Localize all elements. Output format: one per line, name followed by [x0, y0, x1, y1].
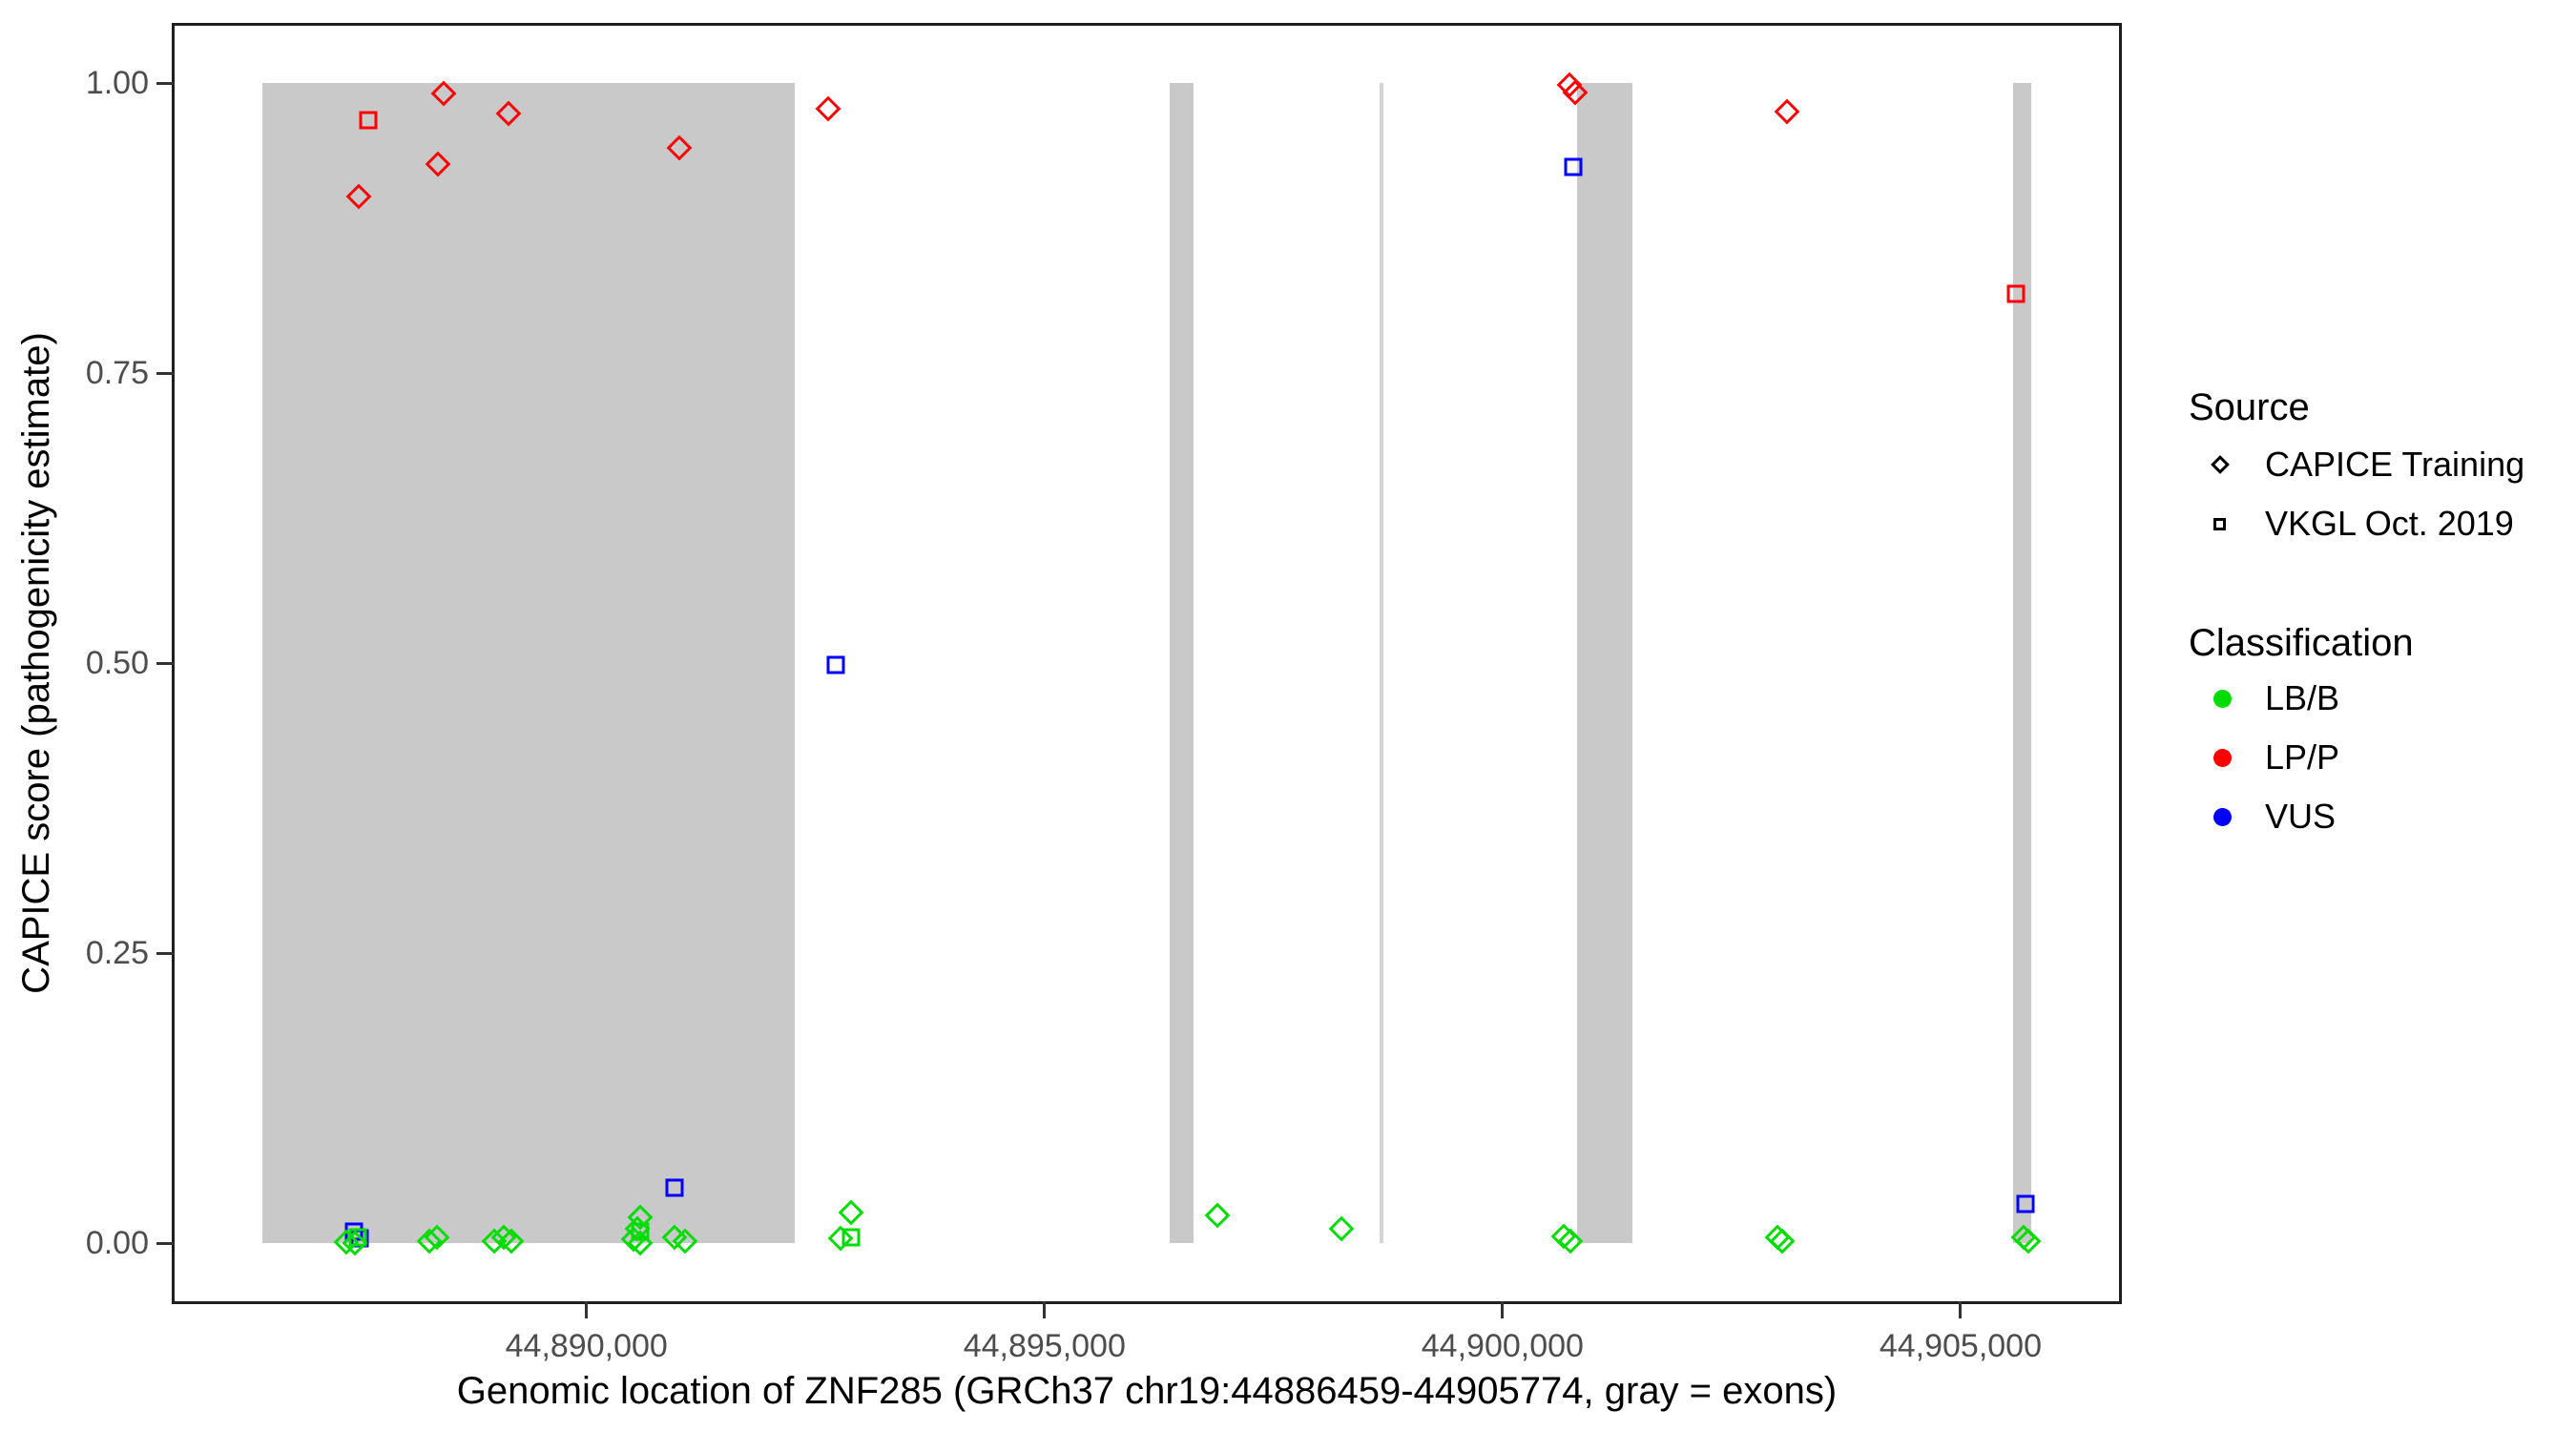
legend-label: LB/B: [2265, 678, 2340, 717]
legend-label: VUS: [2265, 797, 2337, 836]
legend-item-lpp: LP/P: [2189, 733, 2339, 782]
exon-region: [1170, 83, 1195, 1243]
data-point-square-vus: [2016, 1194, 2035, 1213]
x-axis-tick-label: 44,895,000: [963, 1328, 1126, 1364]
y-axis-tick-label: 0.00: [85, 1225, 149, 1261]
y-axis-tick: [156, 371, 174, 375]
legend-label: LP/P: [2265, 737, 2340, 777]
y-axis-tick-label: 0.75: [85, 355, 149, 391]
legend-title-source: Source: [2189, 386, 2310, 428]
legend-item-lbb: LB/B: [2189, 674, 2339, 723]
legend-label: VKGL Oct. 2019: [2265, 504, 2514, 543]
diamond-key-icon: [2211, 455, 2230, 474]
x-axis-tick: [1043, 1301, 1047, 1318]
legend-item-capice-training: CAPICE Training: [2189, 440, 2524, 489]
x-axis-tick: [1501, 1301, 1505, 1318]
data-point-square-lbb: [841, 1228, 861, 1247]
data-point-square-vus: [1564, 157, 1583, 176]
data-point-square-lbb: [631, 1222, 650, 1241]
legend-item-vus: VUS: [2189, 792, 2336, 841]
legend-item-vkgl: VKGL Oct. 2019: [2189, 499, 2514, 549]
y-axis-tick: [156, 1241, 174, 1245]
y-axis-tick-label: 0.50: [85, 645, 149, 681]
legend-label: CAPICE Training: [2265, 445, 2525, 484]
data-point-square-lbb: [348, 1228, 367, 1247]
y-axis-tick: [156, 661, 174, 665]
green-dot-icon: [2213, 689, 2232, 708]
x-axis-tick-label: 44,890,000: [505, 1328, 668, 1364]
plot-panel: [172, 23, 2122, 1304]
exon-region: [2012, 83, 2032, 1243]
data-point-square-lpp: [2006, 284, 2025, 303]
legend-title-classification: Classification: [2189, 622, 2414, 664]
data-point-square-vus: [665, 1178, 684, 1197]
x-axis-title: Genomic location of ZNF285 (GRCh37 chr19…: [456, 1370, 1838, 1412]
blue-dot-icon: [2213, 807, 2232, 826]
square-key-icon: [2213, 517, 2226, 530]
y-axis-tick-label: 0.25: [85, 935, 149, 971]
x-axis-tick: [1959, 1301, 1963, 1318]
data-point-square-lpp: [359, 111, 378, 130]
y-axis-tick: [156, 81, 174, 85]
red-dot-icon: [2213, 748, 2232, 767]
data-point-square-vus: [826, 655, 845, 674]
x-axis-tick: [585, 1301, 589, 1318]
y-axis-tick-label: 1.00: [85, 65, 149, 101]
x-axis-tick-label: 44,900,000: [1421, 1328, 1584, 1364]
exon-region: [1379, 83, 1384, 1243]
y-axis-tick: [156, 951, 174, 955]
exon-region: [261, 83, 795, 1243]
exon-region: [1576, 83, 1632, 1243]
x-axis-tick-label: 44,905,000: [1879, 1328, 2042, 1364]
